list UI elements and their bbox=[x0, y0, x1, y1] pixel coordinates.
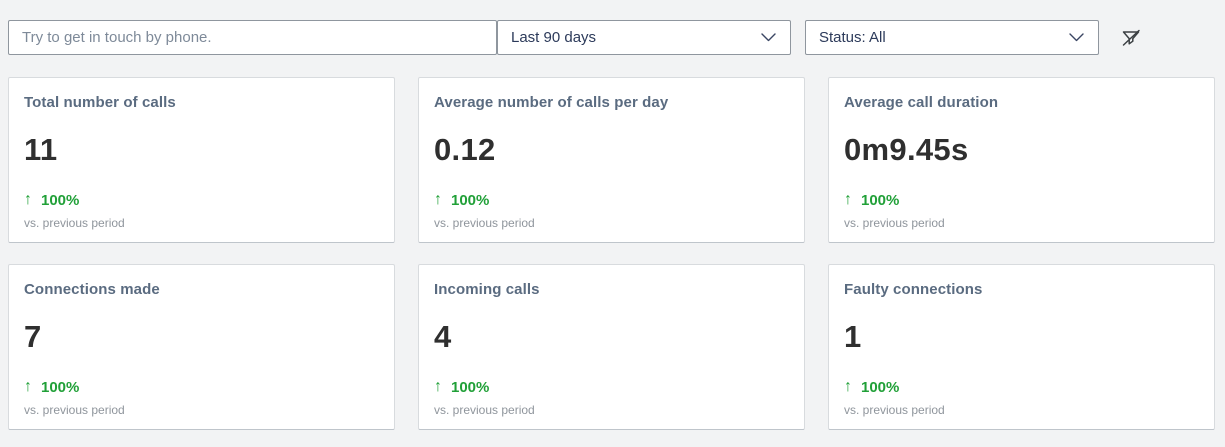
stat-card-total-calls: Total number of calls 11 ↑ 100% vs. prev… bbox=[8, 77, 395, 243]
filters-toolbar: Last 90 days Status: All bbox=[0, 0, 1225, 55]
arrow-up-icon: ↑ bbox=[24, 378, 32, 395]
trend-percent: 100% bbox=[41, 191, 80, 209]
stats-grid: Total number of calls 11 ↑ 100% vs. prev… bbox=[8, 77, 1215, 430]
chevron-down-icon bbox=[1069, 33, 1084, 42]
card-trend: ↑ 100% bbox=[434, 191, 789, 209]
search-input[interactable] bbox=[8, 20, 497, 55]
stat-card-incoming-calls: Incoming calls 4 ↑ 100% vs. previous per… bbox=[418, 264, 805, 430]
status-select-value: Status: All bbox=[819, 29, 886, 46]
card-title: Incoming calls bbox=[434, 281, 540, 298]
trend-percent: 100% bbox=[861, 191, 900, 209]
trend-note: vs. previous period bbox=[434, 403, 535, 417]
card-title: Faulty connections bbox=[844, 281, 983, 298]
arrow-up-icon: ↑ bbox=[434, 191, 442, 208]
card-value: 0.12 bbox=[434, 132, 496, 167]
trend-percent: 100% bbox=[41, 378, 80, 396]
card-value: 11 bbox=[24, 132, 58, 167]
trend-note: vs. previous period bbox=[434, 216, 535, 230]
stat-card-avg-call-duration: Average call duration 0m9.45s ↑ 100% vs.… bbox=[828, 77, 1215, 243]
card-title: Connections made bbox=[24, 281, 160, 298]
stat-card-avg-calls-per-day: Average number of calls per day 0.12 ↑ 1… bbox=[418, 77, 805, 243]
card-title: Average call duration bbox=[844, 94, 999, 111]
trend-note: vs. previous period bbox=[844, 216, 945, 230]
card-value: 1 bbox=[844, 319, 862, 354]
trend-note: vs. previous period bbox=[24, 216, 125, 230]
period-select-value: Last 90 days bbox=[511, 29, 597, 46]
card-value: 7 bbox=[24, 319, 42, 354]
trend-percent: 100% bbox=[451, 191, 490, 209]
status-select[interactable]: Status: All bbox=[805, 20, 1099, 55]
card-trend: ↑ 100% bbox=[844, 191, 1199, 209]
trend-note: vs. previous period bbox=[24, 403, 125, 417]
trend-note: vs. previous period bbox=[844, 403, 945, 417]
card-trend: ↑ 100% bbox=[24, 378, 379, 396]
card-title: Average number of calls per day bbox=[434, 94, 669, 111]
card-value: 0m9.45s bbox=[844, 132, 969, 167]
arrow-up-icon: ↑ bbox=[844, 191, 852, 208]
card-trend: ↑ 100% bbox=[844, 378, 1199, 396]
stat-card-connections-made: Connections made 7 ↑ 100% vs. previous p… bbox=[8, 264, 395, 430]
chevron-down-icon bbox=[761, 33, 776, 42]
card-trend: ↑ 100% bbox=[24, 191, 379, 209]
stat-card-faulty-connections: Faulty connections 1 ↑ 100% vs. previous… bbox=[828, 264, 1215, 430]
trend-percent: 100% bbox=[861, 378, 900, 396]
clear-filters-button[interactable] bbox=[1116, 23, 1146, 53]
card-trend: ↑ 100% bbox=[434, 378, 789, 396]
card-value: 4 bbox=[434, 319, 452, 354]
arrow-up-icon: ↑ bbox=[434, 378, 442, 395]
period-select[interactable]: Last 90 days bbox=[497, 20, 791, 55]
filter-off-icon bbox=[1119, 26, 1143, 50]
arrow-up-icon: ↑ bbox=[844, 378, 852, 395]
arrow-up-icon: ↑ bbox=[24, 191, 32, 208]
card-title: Total number of calls bbox=[24, 94, 176, 111]
trend-percent: 100% bbox=[451, 378, 490, 396]
